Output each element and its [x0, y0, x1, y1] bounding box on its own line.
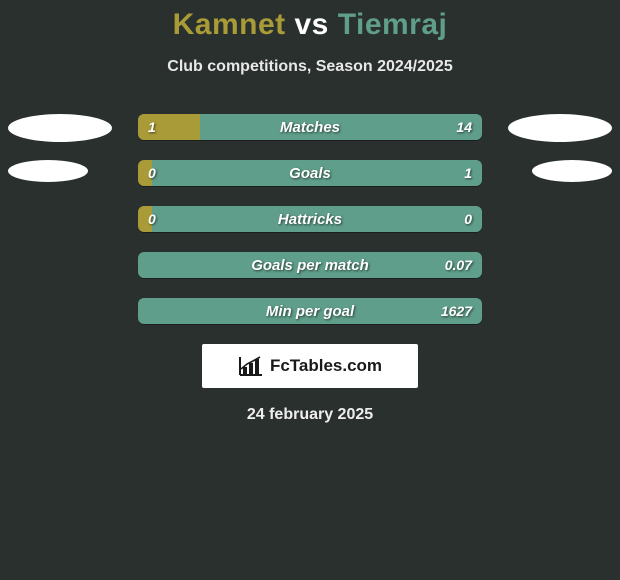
logo-main: FcTables [270, 356, 342, 375]
stat-row: 0.07Goals per match [138, 252, 482, 278]
bar-right-segment [200, 114, 482, 140]
date: 24 february 2025 [0, 406, 620, 424]
bar-right-segment [152, 160, 482, 186]
chart-area: 114Matches 01Goals 00Hattricks 0.07Goals pe… [0, 114, 620, 324]
bar-left-segment [138, 206, 152, 232]
stat-row: 1627Min per goal [138, 298, 482, 324]
bar-left-segment [138, 160, 152, 186]
subtitle: Club competitions, Season 2024/2025 [0, 58, 620, 76]
bar-left-segment [138, 114, 200, 140]
bars-container: 114Matches 01Goals 00Hattricks 0.07Goals pe… [138, 114, 482, 324]
bar-right-segment [152, 206, 482, 232]
stat-row: 01Goals [138, 160, 482, 186]
title: Kamnet vs Tiemraj [0, 8, 620, 42]
stat-row: 00Hattricks [138, 206, 482, 232]
bar-right-segment [138, 298, 482, 324]
comparison-card: Kamnet vs Tiemraj Club competitions, Sea… [0, 0, 620, 424]
logo-text: FcTables.com [270, 356, 382, 376]
chart-icon [238, 355, 264, 377]
decorative-ellipse [508, 114, 612, 142]
decorative-ellipse [8, 114, 112, 142]
vs-text: vs [294, 8, 328, 41]
stat-row: 114Matches [138, 114, 482, 140]
decorative-ellipse [532, 160, 612, 182]
decorative-ellipse [8, 160, 88, 182]
player2-name: Tiemraj [338, 8, 448, 41]
logo-suffix: .com [342, 356, 382, 375]
bar-right-segment [138, 252, 482, 278]
logo[interactable]: FcTables.com [202, 344, 418, 388]
player1-name: Kamnet [173, 8, 286, 41]
